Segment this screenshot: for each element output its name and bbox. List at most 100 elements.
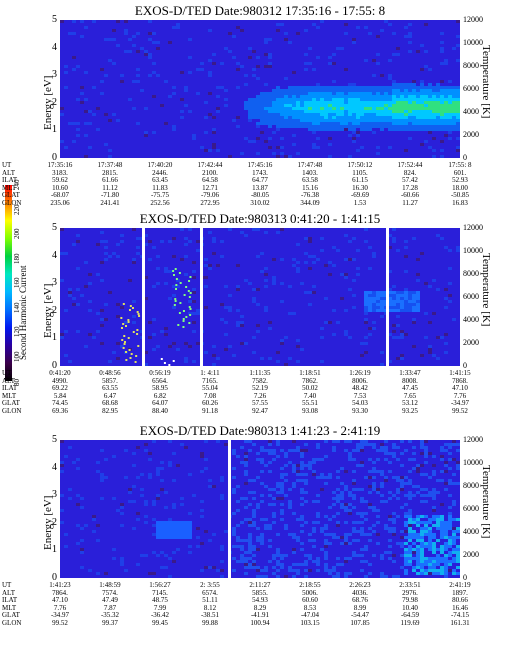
spectrogram-cell	[88, 300, 92, 303]
spectrogram-cell	[248, 557, 252, 560]
spectrogram-cell	[448, 92, 452, 95]
spectrogram-cell	[136, 476, 140, 479]
table-cell: 17:55: 8	[448, 161, 472, 169]
spectrogram-cell	[184, 536, 188, 539]
spectrogram-cell	[392, 560, 396, 563]
spectrogram-cell	[420, 101, 424, 104]
spectrogram-cell	[376, 470, 380, 473]
spectrogram-cell	[448, 443, 452, 446]
spectrogram-cell	[432, 107, 436, 110]
spectrogram-cell	[160, 104, 164, 107]
spectrogram-cell	[212, 345, 216, 348]
row-label: GLON	[2, 198, 22, 207]
spectrogram-cell	[444, 125, 448, 128]
spectrogram-cell	[344, 107, 348, 110]
table-cell: 16.30	[352, 183, 368, 192]
spectrogram-cell	[360, 548, 364, 551]
spectrogram-cell	[436, 491, 440, 494]
spectrogram-cell	[172, 521, 176, 524]
y-tick-label: 0	[52, 572, 57, 583]
spectrogram-cell	[232, 35, 236, 38]
spectrogram-cell	[452, 560, 456, 563]
spectrogram-cell	[60, 494, 64, 497]
spectrogram-cell	[288, 125, 292, 128]
spectrogram-cell	[175, 284, 178, 286]
spectrogram-cell	[380, 104, 384, 107]
table-cell: 11.12	[102, 183, 118, 192]
spectrogram-cell	[228, 306, 232, 309]
table-cell: 64.07	[152, 399, 168, 407]
spectrogram-cell	[64, 545, 68, 548]
spectrogram-cell	[168, 464, 172, 467]
spectrogram-cell	[336, 104, 340, 107]
spectrogram-cell	[188, 551, 192, 554]
row-label: GLAT	[2, 611, 20, 619]
spectrogram-cell	[376, 303, 380, 306]
spectrogram-cell	[284, 104, 288, 107]
spectrogram-cell	[392, 330, 396, 333]
spectrogram-cell	[208, 113, 212, 116]
spectrogram-cell	[248, 449, 252, 452]
spectrogram-cell	[252, 300, 256, 303]
spectrogram-cell	[340, 482, 344, 485]
spectrogram-cell	[116, 509, 120, 512]
spectrogram-cell	[108, 119, 112, 122]
spectrogram-cell	[368, 527, 372, 530]
spectrogram-cell	[432, 98, 436, 101]
spectrogram-cell	[400, 297, 404, 300]
spectrogram-cell	[260, 458, 264, 461]
spectrogram-cell	[392, 240, 396, 243]
spectrogram-cell	[236, 545, 240, 548]
table-cell: 8006.	[352, 376, 368, 385]
spectrogram-cell	[444, 351, 448, 354]
spectrogram-cell	[356, 273, 360, 276]
spectrogram-cell	[304, 443, 308, 446]
spectrogram-cell	[312, 101, 316, 104]
row-label: UT	[2, 369, 12, 377]
y2-axis-label: Temperature [K]	[480, 253, 492, 327]
spectrogram-cell	[284, 113, 288, 116]
spectrogram-cell	[284, 494, 288, 497]
spectrogram-cell	[120, 240, 124, 243]
spectrogram-cell	[312, 261, 316, 264]
spectrogram-cell	[420, 107, 424, 110]
table-cell: 54.03	[352, 399, 368, 407]
spectrogram-cell	[352, 294, 356, 297]
spectrogram-cell	[448, 104, 452, 107]
table-cell: 1:56:27	[149, 581, 171, 589]
spectrogram-cell	[76, 134, 80, 137]
spectrogram-cell	[420, 530, 424, 533]
spectrogram-cell	[84, 98, 88, 101]
y2-tick-label: 12000	[463, 435, 483, 444]
spectrogram-cell	[368, 303, 372, 306]
spectrogram-cell	[448, 125, 452, 128]
spectrogram-cell	[388, 333, 392, 336]
spectrogram-cell	[388, 270, 392, 273]
spectrogram-cell	[232, 491, 236, 494]
spectrogram-cell	[316, 500, 320, 503]
spectrogram-cell	[160, 467, 164, 470]
spectrogram-cell	[184, 243, 188, 246]
spectrogram-cell	[80, 92, 84, 95]
spectrogram-cell	[60, 521, 64, 524]
spectrogram-cell	[396, 488, 400, 491]
spectrogram-cell	[192, 321, 196, 324]
spectrogram-cell	[100, 473, 104, 476]
spectrogram-cell	[244, 473, 248, 476]
spectrogram-cell	[336, 536, 340, 539]
spectrogram-cell	[144, 276, 148, 279]
spectrogram-cell	[416, 258, 420, 261]
spectrogram-cell	[432, 101, 436, 104]
spectrogram-cell	[284, 77, 288, 80]
spectrogram-cell	[312, 107, 316, 110]
spectrogram-cell	[452, 503, 456, 506]
spectrogram-cell	[356, 107, 360, 110]
spectrogram-cell	[392, 237, 396, 240]
spectrogram-cell	[332, 491, 336, 494]
spectrogram-cell	[416, 557, 420, 560]
spectrogram-cell	[264, 518, 268, 521]
spectrogram-cell	[252, 74, 256, 77]
table-cell: 82.95	[102, 406, 118, 415]
spectrogram-cell	[244, 104, 248, 107]
spectrogram-cell	[424, 282, 428, 285]
